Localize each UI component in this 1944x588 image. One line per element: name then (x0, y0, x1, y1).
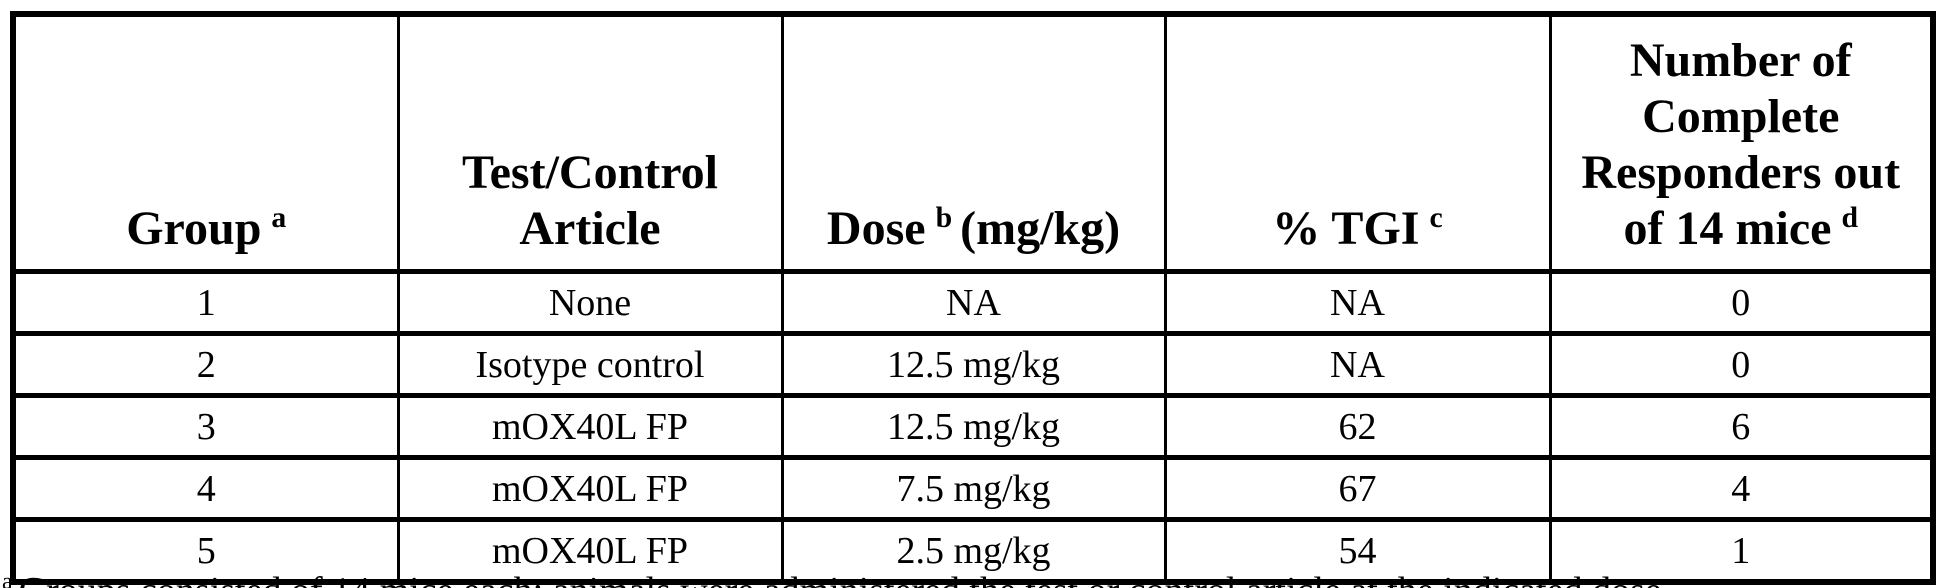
header-article-line1: Test/Control (461, 146, 719, 199)
footnote-marker: a (2, 572, 13, 588)
table-row: 3 mOX40L FP 12.5 mg/kg 62 6 (11, 393, 1935, 460)
header-dose-label: Dose (826, 202, 926, 255)
cell-tgi: 54 (1163, 517, 1552, 585)
cell-group: 2 (11, 331, 400, 398)
footnote-text: Groups consisted of 14 mice each; animal… (19, 572, 1662, 588)
cell-dose: 12.5 mg/kg (780, 331, 1167, 398)
header-group: Group a (11, 11, 400, 274)
header-responders-line4: of 14 mice d (1623, 201, 1858, 255)
cell-dose: NA (780, 269, 1167, 336)
cell-group: 5 (11, 517, 400, 585)
header-tgi: % TGI c (1163, 11, 1552, 274)
cell-group: 4 (11, 455, 400, 522)
table-row: 2 Isotype control 12.5 mg/kg NA 0 (11, 331, 1935, 398)
header-responders-line3: Responders out (1581, 146, 1901, 199)
table-row: 5 mOX40L FP 2.5 mg/kg 54 1 (11, 517, 1935, 585)
cell-responders: 0 (1548, 269, 1935, 336)
cell-responders: 0 (1548, 331, 1935, 398)
header-test-control-article: Test/Control Article (396, 11, 784, 274)
header-responders: Number of Complete Responders out of 14 … (1548, 11, 1935, 274)
cell-group: 1 (11, 269, 400, 336)
cell-responders: 1 (1548, 517, 1935, 585)
cell-dose: 7.5 mg/kg (780, 455, 1167, 522)
header-group-superscript: a (271, 201, 287, 234)
header-responders-line1: Number of (1629, 34, 1852, 87)
header-responders-line2: Complete (1642, 90, 1840, 143)
cell-dose: 12.5 mg/kg (780, 393, 1167, 460)
table-row: 4 mOX40L FP 7.5 mg/kg 67 4 (11, 455, 1935, 522)
cell-tgi: 62 (1163, 393, 1552, 460)
header-dose-superscript: b (935, 201, 953, 234)
cell-responders: 4 (1548, 455, 1935, 522)
header-group-label: Group (126, 202, 262, 255)
cell-tgi: NA (1163, 331, 1552, 398)
cell-article: mOX40L FP (396, 517, 784, 585)
header-row: Group a Test/Control Article Dose b (mg/kg)… (11, 11, 1935, 274)
header-tgi-superscript: c (1429, 201, 1443, 234)
cell-tgi: 67 (1163, 455, 1552, 522)
header-dose-unit: (mg/kg) (960, 202, 1121, 255)
cell-responders: 6 (1548, 393, 1935, 460)
footnote-line: a Groups consisted of 14 mice each; anima… (2, 572, 1942, 588)
header-dose: Dose b (mg/kg) (780, 11, 1167, 274)
cell-tgi: NA (1163, 269, 1552, 336)
table-row: 1 None NA NA 0 (11, 269, 1935, 336)
cell-article: None (396, 269, 784, 336)
cell-article: mOX40L FP (396, 455, 784, 522)
cell-group: 3 (11, 393, 400, 460)
cell-article: Isotype control (396, 331, 784, 398)
header-responders-superscript: d (1841, 201, 1858, 234)
cell-article: mOX40L FP (396, 393, 784, 460)
cell-dose: 2.5 mg/kg (780, 517, 1167, 585)
header-article-line2: Article (519, 202, 661, 255)
header-tgi-label: % TGI (1272, 202, 1420, 255)
results-table: Group a Test/Control Article Dose b (mg/kg)… (10, 11, 1936, 585)
